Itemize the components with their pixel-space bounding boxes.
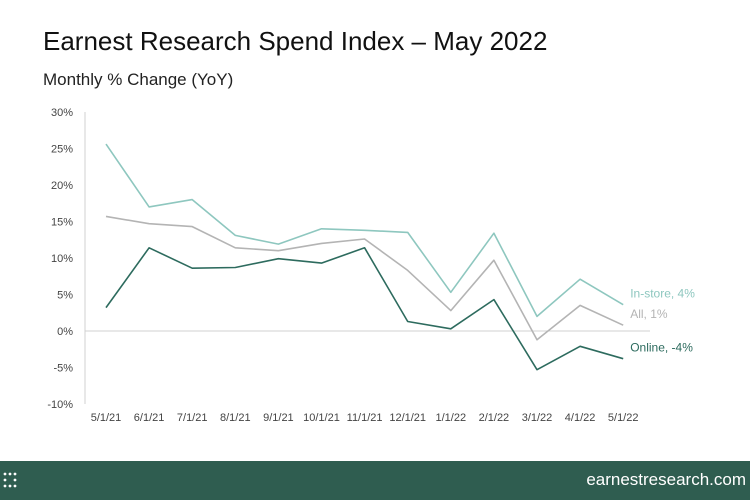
x-tick-label: 11/1/21 — [347, 412, 383, 424]
y-tick-label: 25% — [51, 144, 73, 156]
x-tick-label: 10/1/21 — [303, 412, 340, 424]
y-tick-label: -10% — [47, 399, 73, 411]
x-tick-label: 4/1/22 — [565, 412, 596, 424]
series-label-in-store: In-store, 4% — [630, 287, 695, 301]
y-tick-label: 5% — [57, 290, 73, 302]
chart-title: Earnest Research Spend Index – May 2022 — [43, 26, 548, 56]
series-line-online — [105, 247, 624, 371]
y-tick-label: 20% — [51, 180, 73, 192]
x-tick-label: 2/1/22 — [479, 412, 510, 424]
x-tick-label: 7/1/21 — [177, 412, 208, 424]
x-tick-label: 3/1/22 — [522, 412, 553, 424]
series-line-all — [105, 215, 624, 341]
x-tick-label: 12/1/21 — [389, 412, 426, 424]
series-label-online: Online, -4% — [630, 341, 693, 355]
x-tick-label: 5/1/22 — [608, 412, 639, 424]
x-tick-label: 1/1/22 — [436, 412, 467, 424]
x-tick-label: 9/1/21 — [263, 412, 294, 424]
x-tick-label: 6/1/21 — [134, 412, 165, 424]
y-tick-label: 10% — [51, 253, 73, 265]
footer-bar: earnestresearch.com — [0, 461, 750, 500]
x-tick-label: 8/1/21 — [220, 412, 251, 424]
y-tick-label: 15% — [51, 217, 73, 229]
footer-url[interactable]: earnestresearch.com — [586, 470, 746, 489]
x-tick-label: 5/1/21 — [91, 412, 122, 424]
series-line-in-store — [105, 143, 624, 318]
chart-subtitle: Monthly % Change (YoY) — [43, 70, 234, 89]
y-tick-label: 0% — [57, 326, 73, 338]
y-tick-label: -5% — [53, 363, 73, 375]
line-chart: 30% 25% 20% 15% 10% 5% 0% -5% -10% 5/1/21 6/1/21 7/… — [47, 107, 695, 424]
series-label-all: All, 1% — [630, 307, 668, 321]
y-tick-label: 30% — [51, 107, 73, 119]
earnest-logo-icon — [3, 472, 17, 488]
